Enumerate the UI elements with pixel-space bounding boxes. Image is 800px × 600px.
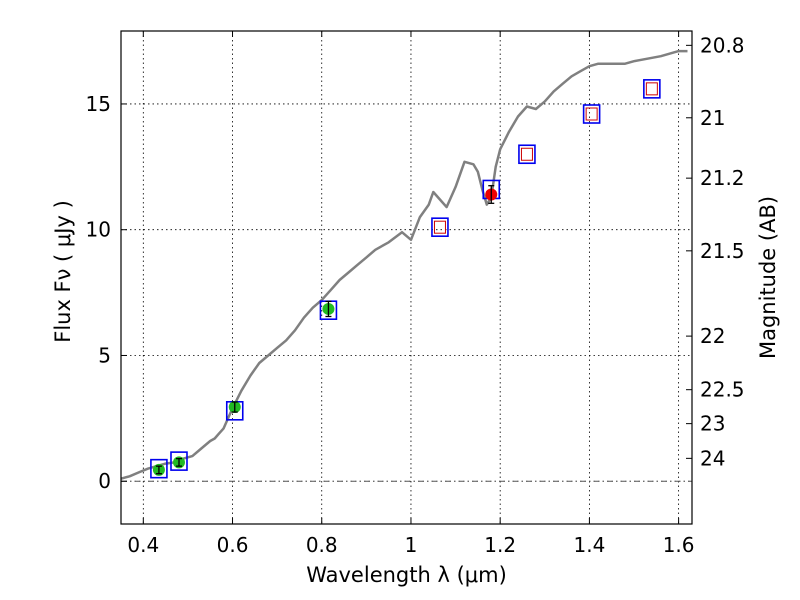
x-tick-label: 0.4 xyxy=(127,533,159,557)
band-box xyxy=(170,451,188,471)
axis-ticks xyxy=(121,31,692,524)
mag-tick-label: 21.5 xyxy=(700,239,745,263)
y-axis-label: Flux Fν ( μJy ) xyxy=(51,200,75,343)
photometry-points xyxy=(152,185,498,476)
model-spectrum-line xyxy=(120,49,688,480)
x-tick-label: 1.2 xyxy=(484,533,516,557)
plot-frame xyxy=(120,30,693,525)
grid xyxy=(121,31,692,524)
x-tick-label: 1.4 xyxy=(573,533,605,557)
mag-tick-label: 21.2 xyxy=(700,166,745,190)
x-tick-label: 1 xyxy=(405,533,418,557)
y-tick-label: 5 xyxy=(98,343,111,367)
band-box xyxy=(150,458,168,479)
open-square-marker xyxy=(433,220,446,234)
x-tick-label: 1.6 xyxy=(663,533,695,557)
open-square-marker xyxy=(585,107,598,121)
x-axis-label: Wavelength λ (μm) xyxy=(306,563,507,587)
y-tick-label: 10 xyxy=(86,218,111,242)
magnitude-tick-labels: 20.8 21 21.2 21.5 22 22.5 23 24 xyxy=(700,33,745,470)
mag-tick-label: 20.8 xyxy=(700,33,745,57)
y-tick-label: 15 xyxy=(86,92,111,116)
band-box xyxy=(518,144,536,165)
mag-tick-label: 22 xyxy=(700,324,725,348)
mag-tick-label: 22.5 xyxy=(700,378,745,402)
band-boxes xyxy=(150,79,661,479)
y-tick-labels: 0 5 10 15 xyxy=(86,92,111,493)
mag-tick-label: 23 xyxy=(700,412,725,436)
open-square-marker xyxy=(520,147,533,161)
predicted-open-squares xyxy=(433,82,658,234)
x-tick-label: 0.8 xyxy=(306,533,338,557)
open-square-marker xyxy=(645,82,658,96)
mag-tick-label: 21 xyxy=(700,106,725,130)
band-box xyxy=(643,79,661,99)
band-box xyxy=(582,104,601,124)
mag-tick-label: 24 xyxy=(700,446,725,470)
y-tick-label: 0 xyxy=(98,469,111,493)
x-tick-label: 0.6 xyxy=(217,533,249,557)
magnitude-axis-label: Magnitude (AB) xyxy=(756,196,780,359)
x-tick-labels: 0.4 0.6 0.8 1 1.2 1.4 1.6 xyxy=(127,533,694,557)
band-box xyxy=(431,217,449,237)
